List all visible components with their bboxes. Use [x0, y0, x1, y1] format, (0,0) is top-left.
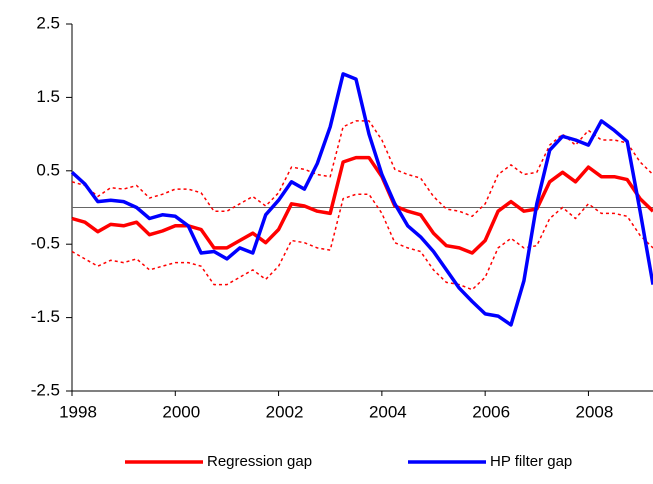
y-tick-label: 1.5 — [36, 87, 60, 106]
x-tick-label: 2004 — [369, 402, 407, 421]
x-tick-label: 2000 — [162, 402, 200, 421]
band-line — [71, 193, 653, 291]
y-tick-label: 0.5 — [36, 160, 60, 179]
series-line — [71, 155, 653, 255]
band-line — [71, 120, 653, 218]
y-tick-label: -2.5 — [31, 380, 60, 399]
legend-label: Regression gap — [207, 453, 312, 470]
series-line — [70, 72, 653, 327]
x-tick-label: 1998 — [59, 402, 97, 421]
y-tick-label: -0.5 — [31, 234, 60, 253]
x-tick-label: 2002 — [266, 402, 304, 421]
legend-label: HP filter gap — [490, 453, 572, 470]
x-tick-label: 2006 — [472, 402, 510, 421]
y-tick-label: 2.5 — [36, 13, 60, 32]
y-tick-label: -1.5 — [31, 307, 60, 326]
x-tick-label: 2008 — [576, 402, 614, 421]
